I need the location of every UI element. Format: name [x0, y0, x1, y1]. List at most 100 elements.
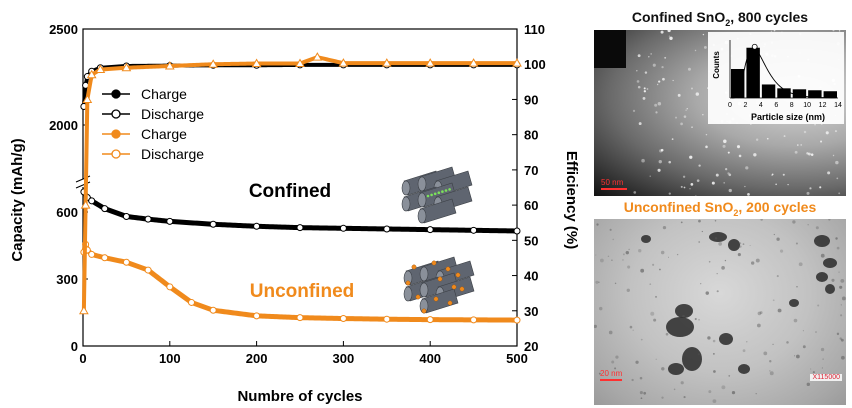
data-point: [312, 52, 323, 61]
legend-label: Charge: [141, 126, 187, 142]
right-tick-label: 50: [524, 233, 538, 248]
histogram-fit-curve: [731, 47, 836, 99]
confined-scale-label: 50 nm: [601, 178, 624, 187]
histogram-tick-label: 6: [774, 102, 778, 109]
legend-label: Charge: [141, 86, 187, 102]
data-point: [251, 58, 262, 68]
legend-marker: [111, 149, 121, 159]
unconfined-annotation: Unconfined: [250, 281, 355, 302]
histogram-bar: [792, 89, 807, 98]
data-point: [121, 62, 132, 72]
right-tick-label: 100: [524, 57, 546, 72]
data-point: [86, 69, 97, 79]
data-point: [468, 58, 479, 67]
right-tick-label: 70: [524, 163, 538, 178]
y-axis-left-label: Capacity (mAh/g): [9, 138, 26, 261]
right-tick-label: 20: [524, 339, 538, 354]
histogram-tick-label: 12: [819, 102, 827, 109]
y-axis-right-label: Efficiency (%): [563, 151, 580, 249]
legend-label: Discharge: [141, 146, 204, 162]
legend-item: Charge: [102, 126, 187, 142]
histogram-bar: [761, 84, 776, 98]
right-tick-label: 80: [524, 128, 538, 143]
unconfined-scale-bar: 20 nm: [600, 369, 622, 381]
right-tick-label: 30: [524, 304, 538, 319]
data-point: [88, 250, 96, 258]
confined-title-sub: 2: [725, 17, 731, 28]
confined-micrograph-image: 0 2 4 6 8 10 12 14 Counts Particle size (nm) 50…: [594, 30, 846, 196]
confined-title-tail: , 800 cycles: [730, 9, 809, 25]
data-point: [253, 222, 261, 230]
data-point: [208, 59, 219, 68]
data-point: [188, 298, 195, 306]
x-tick-label: 400: [419, 351, 441, 366]
data-point: [339, 315, 347, 323]
data-point: [339, 224, 347, 232]
data-point: [209, 220, 217, 228]
data-point: [295, 58, 305, 68]
data-point: [296, 224, 304, 232]
data-point: [101, 205, 109, 213]
data-point: [144, 215, 152, 223]
data-point: [513, 316, 521, 324]
histogram-tick-label: 14: [834, 102, 842, 109]
data-point: [338, 58, 349, 67]
confined-micrograph-title: Confined SnO2, 800 cycles: [594, 9, 846, 28]
histogram-y-label: Counts: [712, 51, 721, 79]
histogram-bar: [731, 69, 745, 98]
data-point: [381, 58, 392, 67]
unconfined-capacity-series: [80, 240, 521, 324]
x-tick-label: 500: [506, 351, 528, 366]
histogram-bar: [777, 88, 791, 98]
data-point: [209, 306, 217, 314]
legend-label: Discharge: [141, 106, 204, 122]
confined-nanotube-bundle-icon: [401, 166, 473, 224]
legend-marker: [111, 129, 121, 139]
legend-marker: [111, 109, 121, 119]
right-tick-label: 60: [524, 198, 538, 213]
x-tick-label: 200: [246, 351, 268, 366]
histogram-bar: [746, 47, 760, 98]
data-point: [470, 316, 478, 324]
unconfined-micrograph-image: 20 nm X115000: [594, 219, 846, 405]
left-tick-label: 2500: [49, 22, 78, 37]
histogram-tick-label: 0: [728, 102, 732, 109]
histogram-bar: [808, 90, 822, 98]
right-tick-label: 90: [524, 92, 538, 107]
magnification-label: X115000: [810, 374, 842, 381]
unconfined-title-tail: , 200 cycles: [738, 199, 817, 215]
x-tick-label: 0: [79, 351, 86, 366]
data-point: [512, 58, 522, 67]
data-point: [296, 314, 304, 322]
data-point: [101, 254, 109, 262]
data-point: [79, 305, 89, 315]
legend-item: Discharge: [102, 146, 204, 162]
data-point: [122, 258, 130, 266]
confined-scale-bar: 50 nm: [601, 178, 627, 190]
data-point: [166, 217, 174, 225]
histogram-tick-label: 8: [790, 102, 794, 109]
data-point: [95, 64, 106, 74]
unconfined-nanotube-bundle-icon: [403, 256, 475, 314]
x-tick-label: 300: [333, 351, 355, 366]
histogram-tick-label: 4: [759, 102, 763, 109]
legend-marker: [111, 89, 121, 99]
data-point: [164, 60, 175, 70]
dark-corner-artifact: [594, 30, 626, 68]
axis-ticks: 0 100 200 300 400 500 2000 2500 0 300 600 20 30 40 50 6…: [49, 22, 546, 366]
histogram-tick-label: 10: [803, 102, 811, 109]
legend-item: Charge: [102, 86, 187, 102]
confined-title-main: Confined SnO: [631, 9, 726, 25]
confined-annotation: Confined: [249, 181, 331, 202]
left-tick-label: 300: [56, 272, 78, 287]
legend: Charge Discharge Charge Discharge: [102, 86, 204, 162]
data-point: [80, 200, 91, 209]
data-point: [166, 283, 174, 291]
histogram-bar: [823, 91, 837, 98]
unconfined-title-sub: 2: [733, 207, 739, 218]
data-point: [383, 315, 391, 323]
particle-size-histogram: 0 2 4 6 8 10 12 14 Counts Particle size (nm): [708, 32, 844, 124]
micrograph-particle-texture: [594, 219, 846, 404]
unconfined-title-main: Unconfined SnO: [623, 199, 734, 215]
legend-item: Discharge: [102, 106, 204, 122]
